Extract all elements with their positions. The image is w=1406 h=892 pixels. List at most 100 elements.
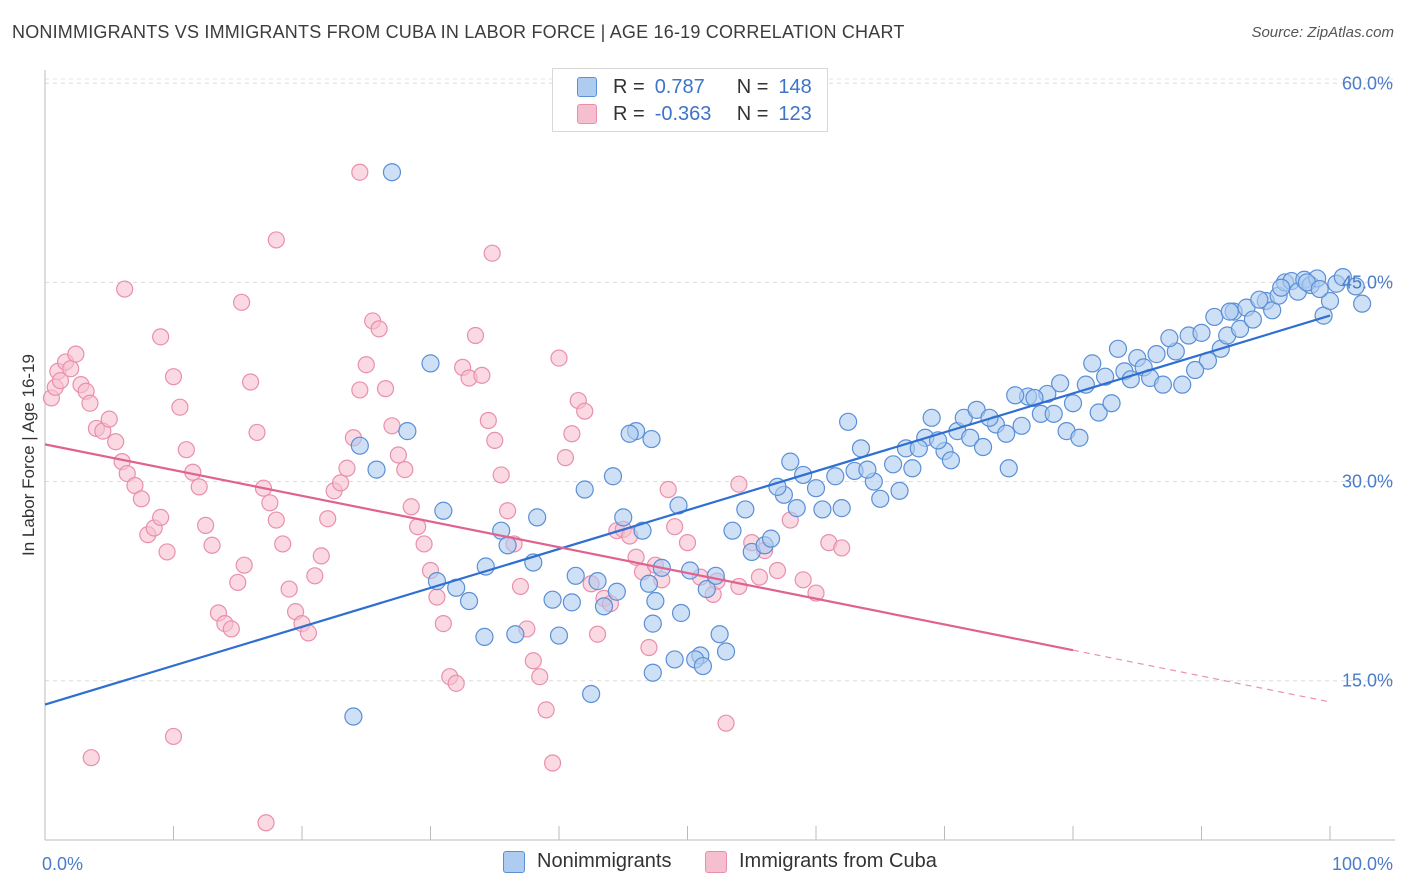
y-axis-label: In Labor Force | Age 16-19 (19, 354, 38, 556)
legend-n-value: 148 (778, 75, 812, 98)
point-immigrants-cuba (640, 638, 658, 657)
point-nonimmigrants (1310, 279, 1329, 299)
point-nonimmigrants (723, 521, 742, 540)
point-immigrants-cuba (62, 360, 80, 378)
legend-swatch-pink (577, 104, 597, 124)
y-tick-label: 15.0% (1342, 671, 1393, 691)
x-tick-label: 0.0% (42, 854, 83, 874)
point-nonimmigrants (999, 459, 1018, 478)
point-immigrants-cuba (531, 668, 549, 686)
point-nonimmigrants (434, 501, 453, 520)
point-immigrants-cuba (511, 577, 530, 596)
point-nonimmigrants (620, 424, 639, 443)
point-nonimmigrants (697, 579, 716, 599)
point-immigrants-cuba (164, 727, 183, 746)
point-nonimmigrants (1051, 374, 1070, 393)
point-immigrants-cuba (730, 577, 748, 596)
point-immigrants-cuba (118, 464, 136, 483)
chart-source: Source: ZipAtlas.com (1251, 24, 1394, 41)
point-immigrants-cuba (233, 293, 251, 311)
point-nonimmigrants (350, 436, 369, 455)
point-nonimmigrants (826, 467, 845, 486)
point-nonimmigrants (1089, 403, 1108, 422)
legend-row-immigrants-cuba: R = -0.363 N = 123 (577, 102, 812, 126)
point-nonimmigrants (813, 500, 832, 519)
point-nonimmigrants (961, 428, 980, 447)
point-nonimmigrants (1070, 428, 1089, 447)
axes (44, 70, 1395, 841)
legend-label-immigrants-cuba: Immigrants from Cuba (739, 850, 937, 872)
point-nonimmigrants (367, 460, 386, 479)
point-immigrants-cuba (51, 372, 70, 390)
legend-r-label: R = (613, 75, 645, 98)
legend-swatch-blue (577, 77, 597, 97)
legend-item-immigrants-cuba: Immigrants from Cuba (705, 850, 937, 873)
point-nonimmigrants (761, 529, 781, 548)
point-immigrants-cuba (132, 490, 150, 508)
point-nonimmigrants (1173, 375, 1192, 394)
point-immigrants-cuba (229, 573, 247, 592)
point-nonimmigrants (941, 451, 961, 470)
point-nonimmigrants (787, 499, 806, 518)
legend-n-label: N = (736, 102, 769, 125)
point-nonimmigrants (736, 500, 755, 519)
point-nonimmigrants (851, 439, 871, 458)
point-nonimmigrants (973, 437, 993, 457)
point-immigrants-cuba (537, 701, 555, 719)
point-nonimmigrants (607, 582, 626, 601)
point-nonimmigrants (839, 412, 858, 431)
point-immigrants-cuba (434, 615, 452, 633)
point-nonimmigrants (903, 459, 922, 478)
point-immigrants-cuba (447, 674, 465, 692)
point-nonimmigrants (1160, 329, 1179, 348)
trend-line-immigrants-cuba-extension (1072, 649, 1331, 703)
point-immigrants-cuba (550, 349, 568, 367)
point-immigrants-cuba (248, 423, 266, 442)
point-immigrants-cuba (794, 571, 812, 589)
point-immigrants-cuba (588, 625, 607, 643)
point-immigrants-cuba (306, 567, 324, 585)
point-immigrants-cuba (152, 508, 170, 526)
point-nonimmigrants (1220, 302, 1239, 321)
point-immigrants-cuba (67, 345, 85, 363)
point-nonimmigrants (1083, 354, 1102, 373)
point-nonimmigrants (665, 650, 684, 669)
point-nonimmigrants (1192, 323, 1211, 342)
point-nonimmigrants (1025, 388, 1044, 408)
point-immigrants-cuba (107, 433, 125, 451)
point-nonimmigrants (716, 642, 736, 661)
point-nonimmigrants (1272, 278, 1291, 297)
series-legend: Nonimmigrants Immigrants from Cuba (0, 850, 1406, 880)
point-immigrants-cuba (351, 163, 369, 181)
point-nonimmigrants (459, 591, 479, 611)
point-immigrants-cuba (267, 231, 285, 249)
point-nonimmigrants (1333, 268, 1352, 287)
point-immigrants-cuba (319, 510, 337, 528)
point-nonimmigrants (858, 460, 877, 479)
point-immigrants-cuba (499, 502, 517, 520)
point-immigrants-cuba (158, 543, 176, 561)
point-immigrants-cuba (222, 620, 240, 638)
x-tick-label: 100.0% (1332, 854, 1393, 874)
point-nonimmigrants (680, 561, 700, 580)
point-immigrants-cuba (351, 381, 369, 399)
point-nonimmigrants (1012, 416, 1031, 435)
point-immigrants-cuba (396, 461, 414, 479)
point-nonimmigrants (498, 536, 517, 555)
point-nonimmigrants (475, 627, 494, 646)
point-immigrants-cuba (257, 814, 275, 832)
point-nonimmigrants (506, 625, 525, 644)
point-nonimmigrants (871, 489, 890, 508)
point-nonimmigrants (922, 408, 941, 427)
chart-title: NONIMMIGRANTS VS IMMIGRANTS FROM CUBA IN… (12, 22, 905, 42)
point-immigrants-cuba (152, 328, 170, 346)
point-nonimmigrants (344, 707, 363, 726)
point-immigrants-cuba (768, 561, 787, 580)
legend-r-value: 0.787 (654, 75, 705, 98)
point-nonimmigrants (806, 479, 826, 498)
point-immigrants-cuba (466, 326, 485, 345)
point-immigrants-cuba (524, 652, 542, 670)
point-nonimmigrants (603, 467, 623, 486)
trend-line-immigrants-cuba (44, 443, 1074, 652)
trend-line-nonimmigrants (44, 314, 1331, 706)
